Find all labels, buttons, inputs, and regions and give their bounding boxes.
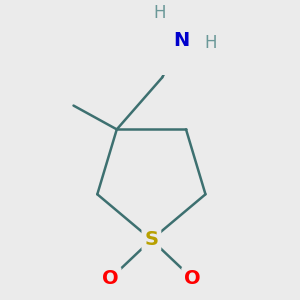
Text: O: O [184,269,201,288]
Text: H: H [205,34,217,52]
Text: N: N [174,31,190,50]
Text: S: S [144,230,158,249]
Text: H: H [154,4,166,22]
Text: O: O [102,269,119,288]
